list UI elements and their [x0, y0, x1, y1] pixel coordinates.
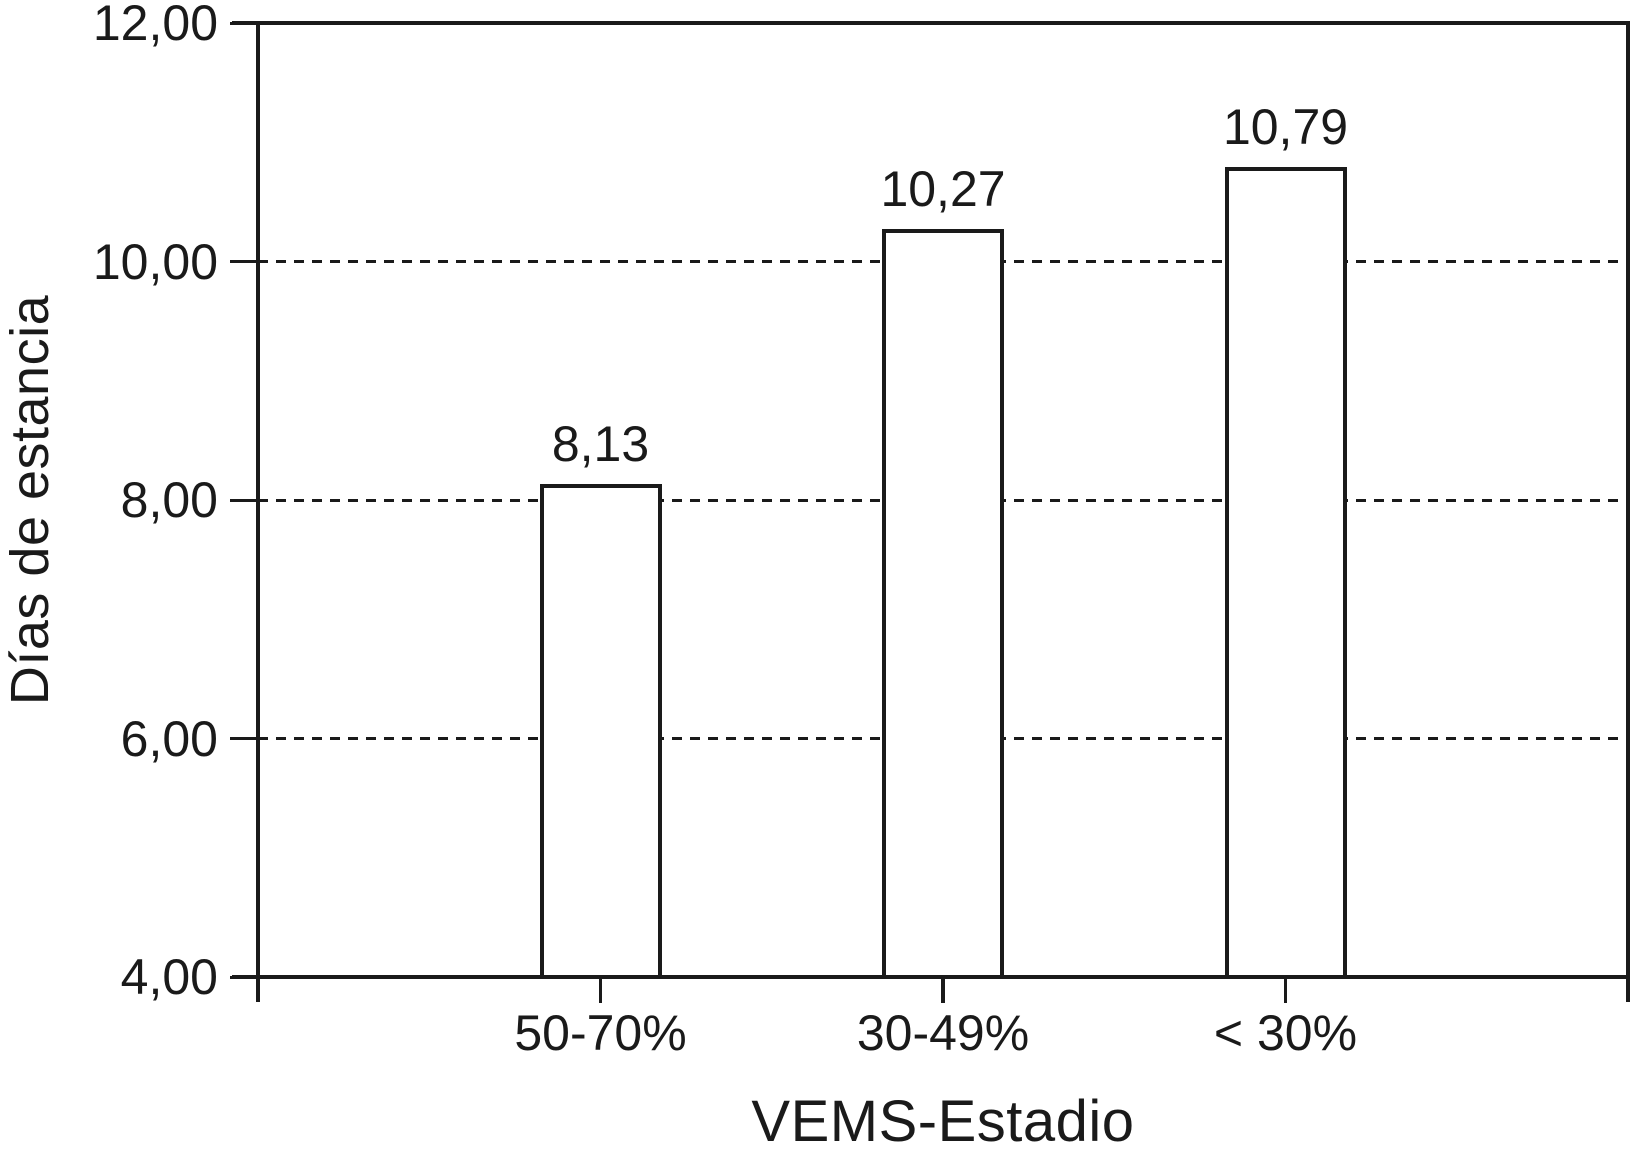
y-axis-title: Días de estancia: [0, 294, 60, 706]
bar: [539, 484, 662, 979]
bar-value-label: 8,13: [551, 416, 650, 473]
bar: [882, 229, 1004, 979]
y-tick-label: 6,00: [120, 710, 218, 767]
plot-right-border: [1626, 23, 1630, 1002]
y-tick-label: 4,00: [120, 949, 218, 1005]
y-tick-label: 10,00: [92, 233, 218, 290]
x-tick-mark: [598, 977, 603, 1003]
x-tick-label: < 30%: [1213, 1005, 1358, 1061]
x-axis-line: [232, 975, 1630, 980]
y-tick-mark: [230, 498, 258, 502]
x-tick-label: 30-49%: [856, 1005, 1030, 1061]
plot-top-border: [232, 21, 1630, 25]
y-axis-line: [256, 23, 260, 1002]
bar: [1224, 167, 1347, 979]
y-tick-label: 8,00: [120, 472, 218, 528]
y-tick-mark: [230, 737, 258, 740]
x-axis-title: VEMS-Estadio: [751, 1089, 1135, 1154]
x-tick-mark: [1283, 977, 1288, 1003]
bar-value-label: 10,27: [880, 161, 1006, 218]
x-tick-label: 50-70%: [514, 1005, 687, 1061]
bar-value-label: 10,79: [1222, 99, 1349, 156]
x-tick-mark: [941, 977, 945, 1003]
y-tick-label: 12,00: [92, 0, 218, 51]
y-tick-mark: [230, 260, 258, 263]
